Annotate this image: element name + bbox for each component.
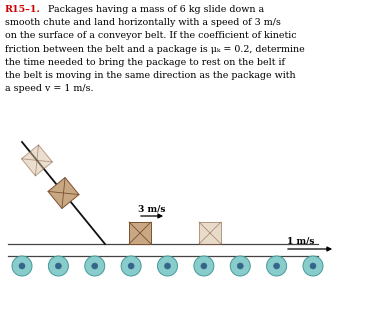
Text: the time needed to bring the package to rest on the belt if: the time needed to bring the package to … bbox=[5, 58, 285, 67]
Text: smooth chute and land horizontally with a speed of 3 m/s: smooth chute and land horizontally with … bbox=[5, 18, 281, 27]
Circle shape bbox=[303, 256, 323, 276]
Circle shape bbox=[121, 256, 141, 276]
Bar bbox=[199, 222, 221, 244]
Polygon shape bbox=[22, 145, 52, 176]
Circle shape bbox=[12, 256, 32, 276]
Circle shape bbox=[266, 256, 287, 276]
Text: 3 m/s: 3 m/s bbox=[138, 204, 165, 213]
Polygon shape bbox=[48, 178, 79, 209]
Text: a speed v = 1 m/s.: a speed v = 1 m/s. bbox=[5, 84, 93, 93]
Circle shape bbox=[48, 256, 68, 276]
Text: friction between the belt and a package is μₖ = 0.2, determine: friction between the belt and a package … bbox=[5, 44, 305, 54]
Circle shape bbox=[157, 256, 178, 276]
Bar bbox=[129, 222, 151, 244]
Circle shape bbox=[92, 263, 98, 269]
Text: R15–1.: R15–1. bbox=[5, 5, 41, 14]
Circle shape bbox=[194, 256, 214, 276]
Circle shape bbox=[230, 256, 250, 276]
Circle shape bbox=[274, 263, 280, 269]
Circle shape bbox=[310, 263, 316, 269]
Text: 1 m/s: 1 m/s bbox=[287, 236, 314, 245]
Text: the belt is moving in the same direction as the package with: the belt is moving in the same direction… bbox=[5, 71, 296, 80]
Text: Packages having a mass of 6 kg slide down a: Packages having a mass of 6 kg slide dow… bbox=[42, 5, 264, 14]
Circle shape bbox=[55, 263, 61, 269]
Circle shape bbox=[128, 263, 134, 269]
Circle shape bbox=[237, 263, 243, 269]
Circle shape bbox=[201, 263, 207, 269]
Text: on the surface of a conveyor belt. If the coefficient of kinetic: on the surface of a conveyor belt. If th… bbox=[5, 31, 296, 41]
Circle shape bbox=[164, 263, 171, 269]
Circle shape bbox=[19, 263, 25, 269]
Circle shape bbox=[85, 256, 105, 276]
